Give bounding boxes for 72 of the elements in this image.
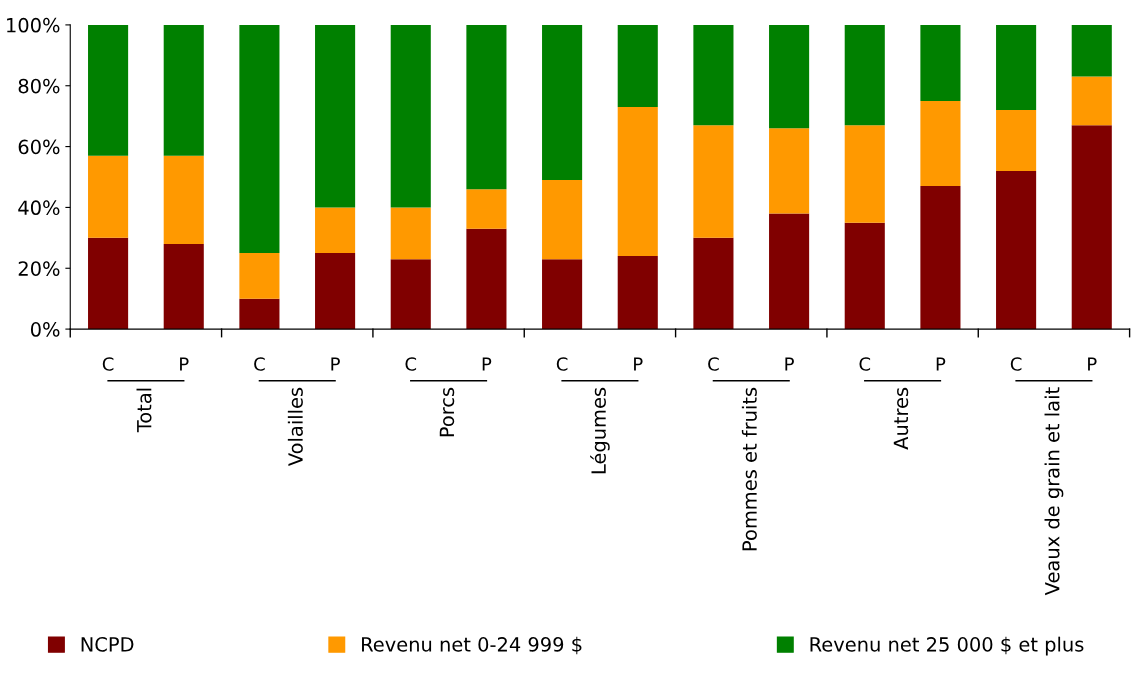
bar — [390, 259, 431, 330]
x-tick-label: P — [634, 357, 643, 371]
bar — [769, 128, 810, 214]
bar — [239, 298, 280, 330]
y-tick-label: 80% — [18, 78, 60, 94]
text: Pommes et fruits — [741, 387, 757, 551]
x-tick-label: C — [708, 357, 719, 371]
bar — [542, 180, 583, 260]
bar — [88, 237, 129, 330]
bar — [239, 253, 280, 299]
bar — [1071, 24, 1112, 77]
bar — [390, 24, 431, 208]
bar — [996, 24, 1037, 111]
bar — [769, 213, 810, 330]
bar — [315, 207, 356, 254]
y-tick-label: 20% — [18, 261, 60, 276]
bar — [163, 24, 204, 156]
y-tick-label: 100% — [7, 17, 60, 33]
bar — [163, 155, 204, 244]
text: Total — [136, 388, 152, 433]
x-tick-label: P — [180, 357, 189, 371]
bar — [466, 24, 507, 190]
x-tick-label: P — [1088, 357, 1097, 371]
text: Porcs — [439, 387, 455, 437]
bar — [996, 170, 1037, 330]
bar — [163, 243, 204, 330]
x-tick-label: C — [556, 357, 568, 371]
text: Volailles — [287, 387, 303, 467]
bar — [542, 259, 583, 330]
text: Légumes — [590, 387, 610, 474]
bar — [617, 24, 658, 108]
x-tick-label: P — [482, 357, 492, 371]
bar — [88, 24, 129, 156]
bar — [617, 107, 658, 257]
bar — [315, 24, 356, 208]
x-tick-label: C — [1010, 357, 1022, 371]
bar — [315, 253, 356, 330]
text: Autres — [893, 387, 909, 450]
bar — [1071, 76, 1112, 126]
y-tick-label: 40% — [18, 200, 60, 216]
bar — [390, 207, 431, 260]
bar — [693, 237, 734, 330]
bar — [920, 100, 961, 187]
bar — [542, 24, 583, 181]
bar — [466, 189, 507, 229]
bar — [693, 24, 734, 126]
legend-label: Revenu net 25 000 $ et plus — [810, 636, 1084, 656]
y-tick-label: 60% — [18, 139, 60, 155]
bar — [466, 228, 507, 330]
bar — [1071, 125, 1112, 330]
bar — [88, 155, 129, 238]
x-tick-label: P — [936, 357, 946, 371]
bar — [769, 24, 810, 129]
bar — [920, 186, 961, 330]
bar — [920, 24, 961, 101]
x-tick-label: C — [405, 357, 417, 371]
bar — [239, 24, 280, 254]
bar — [844, 222, 885, 330]
x-tick-label: P — [331, 357, 340, 371]
x-tick-label: C — [254, 357, 265, 371]
legend-label: Revenu net 0-24 999 $ — [362, 636, 582, 655]
x-tick-label: C — [102, 357, 114, 371]
bar — [844, 125, 885, 223]
legend-label: NCPD — [81, 637, 134, 652]
text: Veaux de grain et lait — [1044, 387, 1064, 596]
bar — [617, 256, 658, 330]
x-tick-label: P — [785, 357, 794, 371]
y-tick-label: 0% — [30, 322, 60, 337]
bar — [844, 24, 885, 126]
x-tick-label: C — [859, 357, 871, 371]
bar — [693, 125, 734, 238]
bar — [996, 110, 1037, 171]
